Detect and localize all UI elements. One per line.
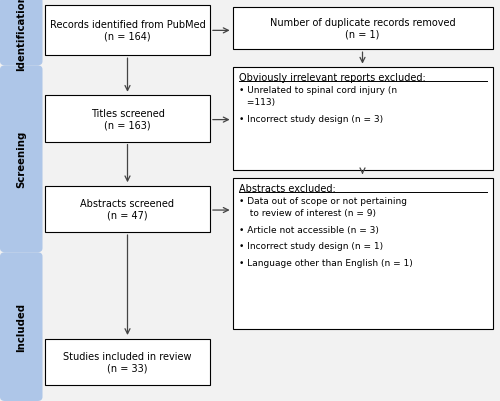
Text: • Incorrect study design (n = 3): • Incorrect study design (n = 3)	[238, 115, 382, 124]
FancyBboxPatch shape	[45, 6, 210, 56]
Text: Studies included in review
(n = 33): Studies included in review (n = 33)	[63, 351, 192, 373]
FancyBboxPatch shape	[45, 186, 210, 233]
FancyBboxPatch shape	[232, 178, 492, 329]
Text: Abstracts excluded:: Abstracts excluded:	[238, 183, 335, 193]
Text: • Language other than English (n = 1): • Language other than English (n = 1)	[238, 259, 412, 267]
Text: • Unrelated to spinal cord injury (n: • Unrelated to spinal cord injury (n	[238, 86, 396, 95]
FancyBboxPatch shape	[0, 253, 42, 401]
FancyBboxPatch shape	[0, 66, 42, 253]
Text: Screening: Screening	[16, 131, 26, 188]
Text: • Article not accessible (n = 3): • Article not accessible (n = 3)	[238, 225, 378, 234]
Text: =113): =113)	[244, 98, 274, 107]
FancyBboxPatch shape	[0, 0, 42, 66]
Text: Identification: Identification	[16, 0, 26, 71]
FancyBboxPatch shape	[232, 8, 492, 50]
FancyBboxPatch shape	[45, 339, 210, 385]
Text: Records identified from PubMed
(n = 164): Records identified from PubMed (n = 164)	[50, 20, 205, 42]
FancyBboxPatch shape	[45, 96, 210, 142]
Text: Obviously irrelevant reports excluded:: Obviously irrelevant reports excluded:	[238, 73, 425, 83]
Text: Titles screened
(n = 163): Titles screened (n = 163)	[90, 109, 164, 130]
Text: to review of interest (n = 9): to review of interest (n = 9)	[244, 208, 376, 217]
Text: • Incorrect study design (n = 1): • Incorrect study design (n = 1)	[238, 242, 382, 251]
Text: • Data out of scope or not pertaining: • Data out of scope or not pertaining	[238, 196, 406, 205]
Text: Number of duplicate records removed
(n = 1): Number of duplicate records removed (n =…	[270, 18, 456, 40]
Text: Included: Included	[16, 302, 26, 351]
Text: Abstracts screened
(n = 47): Abstracts screened (n = 47)	[80, 199, 174, 220]
FancyBboxPatch shape	[232, 68, 492, 170]
